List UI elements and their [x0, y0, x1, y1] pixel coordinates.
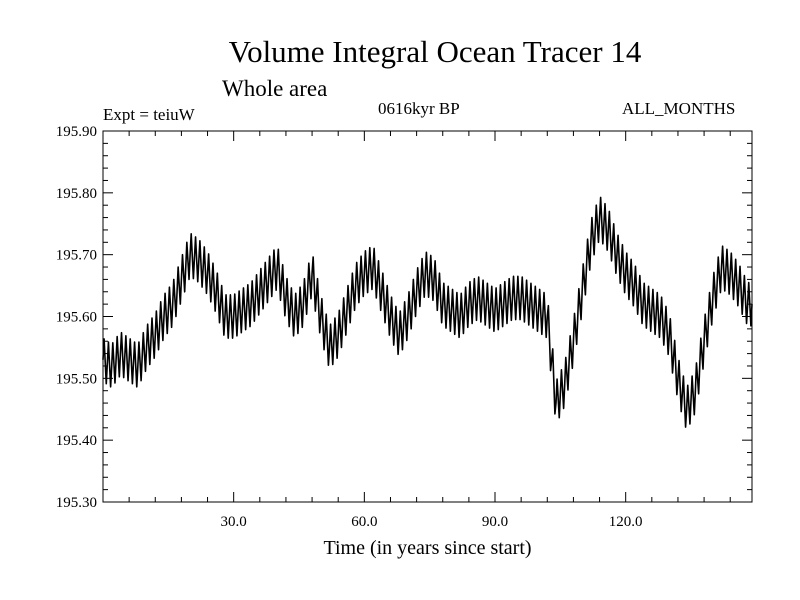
period-label: 0616kyr BP	[378, 99, 460, 118]
series-layer	[102, 196, 753, 428]
tick-labels: 30.0 60.0 90.0 120.0 195.30 195.40 195.50 195.6…	[56, 124, 643, 530]
x-tick-label: 120.0	[609, 514, 643, 530]
y-tick-label: 195.70	[56, 248, 97, 264]
plot-frame	[102, 130, 753, 503]
minor-ticks	[103, 131, 752, 502]
x-tick-label: 60.0	[351, 514, 377, 530]
y-tick-label: 195.60	[56, 310, 97, 326]
y-tick-label: 195.40	[56, 433, 97, 449]
x-axis-label: Time (in years since start)	[323, 537, 532, 559]
y-tick-label: 195.50	[56, 371, 97, 387]
x-tick-label: 90.0	[482, 514, 508, 530]
experiment-label: Expt = teiuW	[103, 105, 195, 124]
chart-subtitle: Whole area	[222, 76, 328, 101]
months-label: ALL_MONTHS	[622, 99, 736, 118]
y-tick-label: 195.30	[56, 495, 97, 511]
chart-title: Volume Integral Ocean Tracer 14	[228, 34, 642, 69]
y-tick-label: 195.90	[56, 124, 97, 140]
x-tick-label: 30.0	[221, 514, 247, 530]
series-line	[102, 196, 753, 428]
y-tick-label: 195.80	[56, 186, 97, 202]
